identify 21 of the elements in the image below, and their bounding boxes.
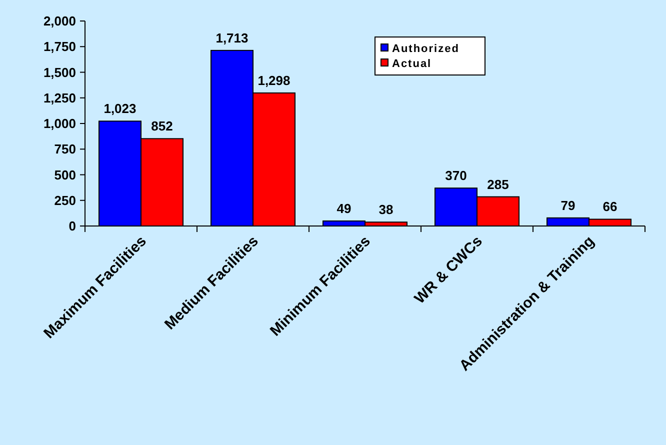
data-label: 79 — [560, 198, 576, 213]
legend-label: Actual — [392, 58, 432, 70]
legend-label: Authorized — [392, 42, 460, 55]
data-label: 1,298 — [258, 72, 290, 88]
data-label: 852 — [151, 118, 173, 134]
y-tick-label: 2,000 — [43, 14, 76, 29]
data-label: 66 — [602, 199, 618, 214]
y-tick-label: 500 — [54, 167, 76, 182]
data-label: 38 — [378, 202, 394, 218]
data-label: 370 — [445, 168, 467, 184]
y-tick-label: 0 — [68, 218, 76, 234]
y-tick-label: 750 — [54, 142, 76, 157]
y-tick-label: 1,000 — [43, 116, 76, 132]
y-tick-label: 1,250 — [43, 90, 76, 106]
y-tick-label: 1,750 — [43, 39, 76, 54]
y-tick-label: 250 — [54, 192, 76, 208]
data-label: 1,023 — [104, 101, 136, 116]
data-label: 285 — [487, 176, 509, 192]
data-label: 49 — [336, 200, 352, 216]
data-label: 1,713 — [216, 30, 248, 46]
y-tick-label: 1,500 — [43, 64, 76, 80]
